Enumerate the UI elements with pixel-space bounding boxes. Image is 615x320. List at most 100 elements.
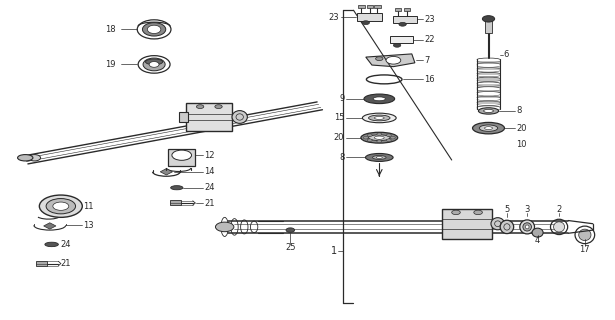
Ellipse shape [148, 25, 161, 34]
Bar [443, 209, 491, 239]
Ellipse shape [500, 220, 514, 234]
Text: 9: 9 [339, 94, 344, 103]
Ellipse shape [45, 242, 58, 247]
Ellipse shape [171, 186, 183, 190]
Circle shape [215, 222, 234, 232]
Circle shape [362, 21, 370, 25]
Circle shape [399, 22, 407, 26]
Circle shape [386, 139, 391, 141]
Ellipse shape [483, 109, 493, 113]
Text: 4: 4 [535, 236, 540, 245]
Circle shape [367, 139, 372, 141]
Ellipse shape [373, 97, 386, 101]
Circle shape [172, 150, 191, 160]
Ellipse shape [18, 155, 33, 161]
Ellipse shape [143, 58, 165, 71]
Text: 24: 24 [204, 183, 215, 192]
Ellipse shape [373, 77, 395, 81]
Bar [485, 20, 492, 33]
Bar [179, 112, 188, 122]
Ellipse shape [520, 220, 534, 234]
Text: 10: 10 [516, 140, 526, 149]
Ellipse shape [373, 156, 386, 159]
Ellipse shape [532, 228, 543, 237]
Ellipse shape [525, 225, 529, 229]
Circle shape [376, 57, 383, 60]
Circle shape [451, 210, 460, 215]
Text: 25: 25 [285, 243, 296, 252]
Text: 17: 17 [579, 245, 590, 254]
Text: 11: 11 [84, 202, 94, 211]
Bar [169, 149, 195, 166]
Circle shape [367, 134, 372, 137]
Bar [36, 261, 47, 266]
Bar [394, 16, 417, 23]
Bar [395, 8, 402, 11]
Text: 14: 14 [204, 167, 215, 176]
Circle shape [391, 136, 395, 139]
Ellipse shape [362, 113, 396, 123]
Text: 21: 21 [61, 259, 71, 268]
Ellipse shape [143, 23, 166, 36]
Polygon shape [161, 169, 172, 175]
Ellipse shape [361, 132, 398, 143]
Polygon shape [44, 223, 56, 229]
Circle shape [363, 136, 368, 139]
Ellipse shape [149, 61, 159, 67]
Bar [357, 13, 383, 21]
Circle shape [28, 155, 41, 161]
Circle shape [286, 228, 295, 232]
Circle shape [377, 133, 382, 135]
Ellipse shape [479, 125, 498, 131]
Text: 3: 3 [525, 205, 530, 214]
Text: 23: 23 [329, 13, 339, 22]
Ellipse shape [472, 123, 504, 134]
Ellipse shape [146, 59, 163, 65]
Text: 23: 23 [424, 15, 435, 24]
Circle shape [46, 198, 76, 214]
Polygon shape [366, 54, 415, 67]
Circle shape [39, 195, 82, 217]
Text: 8: 8 [516, 107, 522, 116]
Bar [186, 103, 232, 131]
Text: 15: 15 [334, 114, 344, 123]
Circle shape [215, 105, 222, 108]
Text: 24: 24 [61, 240, 71, 249]
Text: 20: 20 [334, 133, 344, 142]
Text: 2: 2 [557, 205, 561, 214]
Text: 5: 5 [504, 205, 510, 214]
Ellipse shape [365, 154, 393, 161]
Text: 6: 6 [504, 50, 509, 59]
Bar [390, 36, 413, 43]
Text: 19: 19 [106, 60, 116, 69]
Circle shape [386, 56, 401, 64]
Text: 21: 21 [204, 198, 215, 207]
Ellipse shape [368, 115, 390, 121]
Text: 13: 13 [84, 221, 94, 230]
Circle shape [386, 134, 391, 137]
Text: 7: 7 [424, 56, 429, 65]
Ellipse shape [375, 136, 384, 139]
Ellipse shape [364, 94, 395, 104]
Ellipse shape [554, 222, 565, 232]
Circle shape [394, 44, 401, 47]
Text: 20: 20 [516, 124, 526, 132]
Bar [375, 5, 381, 8]
Circle shape [377, 140, 382, 142]
Ellipse shape [523, 223, 531, 231]
Ellipse shape [491, 218, 504, 230]
Text: 18: 18 [105, 25, 116, 34]
Ellipse shape [232, 111, 247, 123]
Circle shape [196, 105, 204, 108]
Text: 22: 22 [424, 35, 435, 44]
Bar [170, 200, 181, 205]
Bar [359, 5, 365, 8]
Ellipse shape [579, 229, 591, 241]
Ellipse shape [376, 156, 383, 158]
Text: 1: 1 [331, 246, 337, 256]
Ellipse shape [478, 108, 499, 114]
Bar [404, 8, 410, 11]
Ellipse shape [375, 116, 384, 119]
Text: 8: 8 [339, 153, 344, 162]
Circle shape [482, 16, 494, 22]
